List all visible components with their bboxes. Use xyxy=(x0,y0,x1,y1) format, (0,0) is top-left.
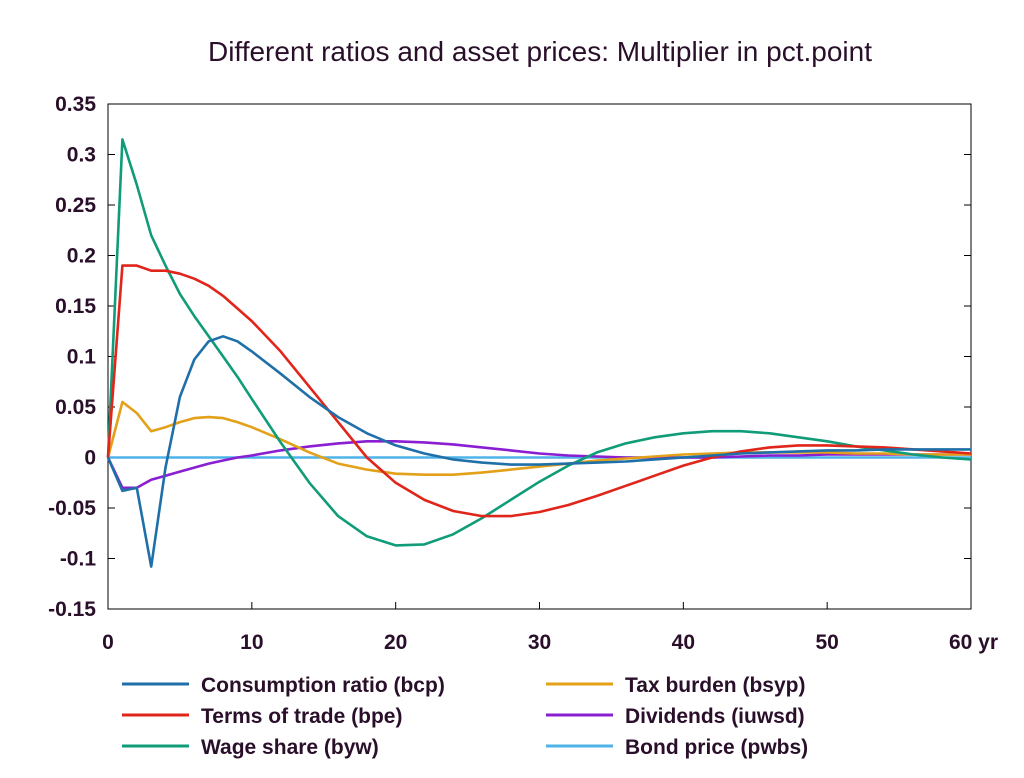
plot-frame xyxy=(107,103,972,610)
y-tick-label: 0.3 xyxy=(67,144,96,167)
y-tick-label: 0.25 xyxy=(55,194,96,217)
chart-title: Different ratios and asset prices: Multi… xyxy=(208,36,872,67)
y-tick-label: 0.35 xyxy=(55,93,96,116)
legend-label-1: Terms of trade (bpe) xyxy=(201,705,402,728)
legend: Consumption ratio (bcp) Terms of trade (b… xyxy=(122,674,808,759)
y-tick-label: 0.05 xyxy=(55,396,96,419)
legend-label-3: Tax burden (bsyp) xyxy=(625,674,805,697)
y-tick-label: -0.15 xyxy=(48,598,96,621)
x-tick-label: 20 xyxy=(384,631,407,654)
legend-label-2: Wage share (byw) xyxy=(201,736,379,759)
x-tick-label: 30 xyxy=(528,631,551,654)
series-line-1 xyxy=(106,264,972,518)
legend-label-0: Consumption ratio (bcp) xyxy=(201,674,445,697)
x-tick-label: 40 xyxy=(672,631,695,654)
y-tick-label: 0.1 xyxy=(67,346,97,369)
legend-label-4: Dividends (iuwsd) xyxy=(625,705,805,728)
y-tick-label: 0.2 xyxy=(67,245,96,268)
series-lines xyxy=(106,138,972,568)
series-line-4 xyxy=(106,439,971,490)
y-tick-label: -0.1 xyxy=(60,548,97,571)
legend-label-5: Bond price (pwbs) xyxy=(625,736,808,759)
x-tick-label: 0 xyxy=(102,631,114,654)
x-tick-label: 10 xyxy=(240,631,263,654)
series-line-2 xyxy=(106,138,972,547)
axes: -0.15 -0.1 -0.05 0 0.05 0.1 0.15 0.2 0.25 0.3 0.35… xyxy=(48,93,998,654)
y-tick-label: -0.05 xyxy=(48,497,96,520)
y-tick-label: 0 xyxy=(84,447,96,470)
x-tick-label: 50 xyxy=(815,631,838,654)
y-tick-label: 0.15 xyxy=(55,295,96,318)
series-line-0 xyxy=(106,334,971,568)
x-tick-label: 60 yr xyxy=(949,631,998,654)
